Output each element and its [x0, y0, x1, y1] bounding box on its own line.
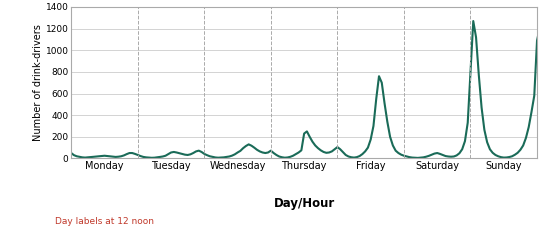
Text: Day labels at 12 noon: Day labels at 12 noon — [55, 217, 153, 226]
Y-axis label: Number of drink-drivers: Number of drink-drivers — [33, 24, 43, 141]
Text: Day/Hour: Day/Hour — [273, 197, 335, 210]
